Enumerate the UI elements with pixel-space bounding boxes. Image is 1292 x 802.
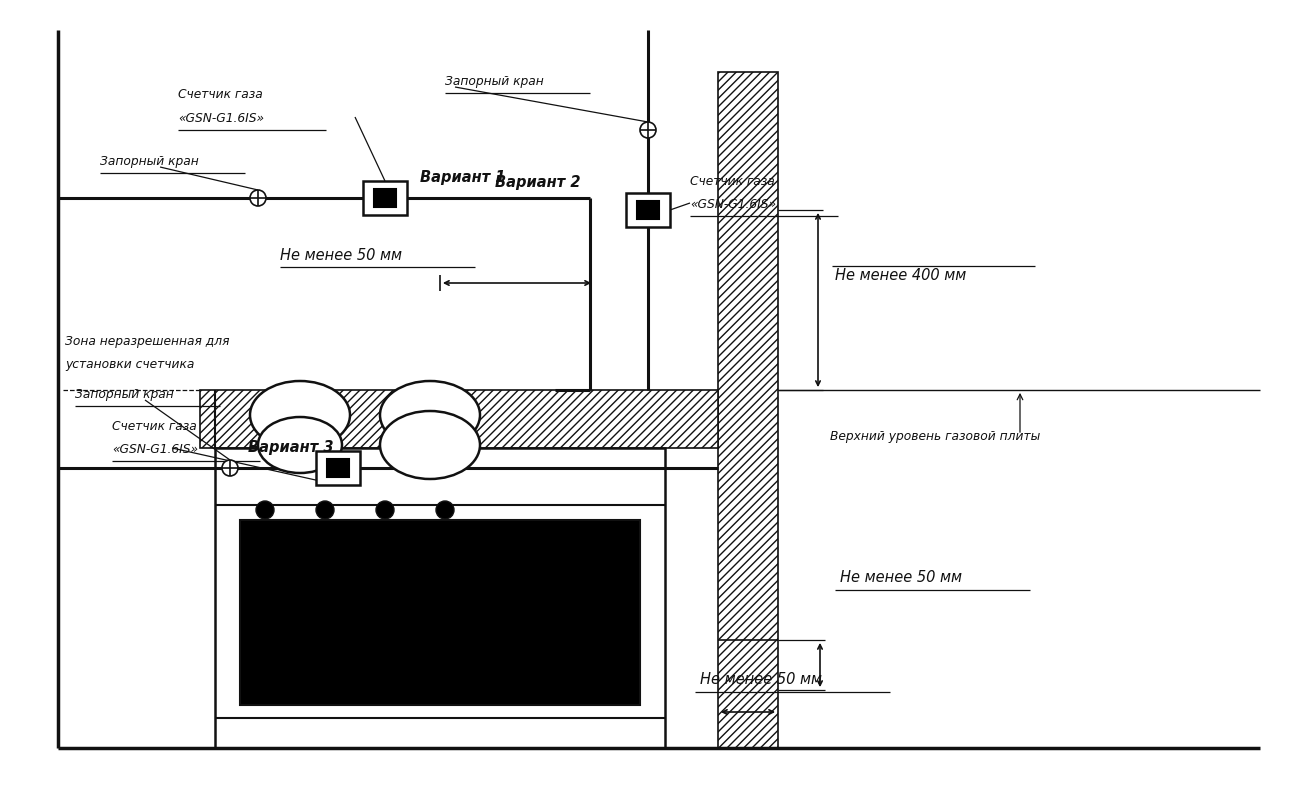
- Circle shape: [435, 501, 453, 519]
- Bar: [200, 390, 718, 448]
- Text: Вариант 1: Вариант 1: [420, 170, 505, 185]
- Circle shape: [376, 501, 394, 519]
- Bar: [240, 520, 640, 705]
- Ellipse shape: [258, 417, 342, 473]
- Text: Запорный кран: Запорный кран: [75, 388, 173, 401]
- Text: Не менее 400 мм: Не менее 400 мм: [835, 268, 966, 283]
- Circle shape: [256, 501, 274, 519]
- Text: Не менее 50 мм: Не менее 50 мм: [280, 248, 402, 263]
- Text: Вариант 3: Вариант 3: [248, 440, 333, 455]
- Text: Счетчик газа: Счетчик газа: [178, 88, 262, 101]
- Circle shape: [640, 122, 656, 138]
- Text: Запорный кран: Запорный кран: [99, 155, 199, 168]
- Bar: [718, 72, 778, 748]
- Bar: [363, 181, 407, 215]
- Bar: [327, 459, 349, 477]
- Bar: [373, 188, 397, 208]
- Bar: [637, 200, 659, 220]
- Circle shape: [222, 460, 238, 476]
- Text: «GSN-G1.6IS»: «GSN-G1.6IS»: [112, 443, 198, 456]
- Bar: [214, 448, 665, 748]
- Text: Верхний уровень газовой плиты: Верхний уровень газовой плиты: [829, 430, 1040, 443]
- Bar: [627, 193, 671, 227]
- Bar: [317, 451, 360, 485]
- Circle shape: [317, 501, 335, 519]
- Text: Не менее 50 мм: Не менее 50 мм: [840, 570, 963, 585]
- Text: Запорный кран: Запорный кран: [444, 75, 544, 88]
- Text: Счетчик газа: Счетчик газа: [112, 420, 196, 433]
- Text: Зона неразрешенная для: Зона неразрешенная для: [65, 335, 230, 348]
- Text: Счетчик газа: Счетчик газа: [690, 175, 775, 188]
- Ellipse shape: [380, 411, 481, 479]
- Text: «GSN-G1.6IS»: «GSN-G1.6IS»: [178, 112, 264, 125]
- Text: «GSN-G1.6IS»: «GSN-G1.6IS»: [690, 198, 776, 211]
- Text: Не менее 50 мм: Не менее 50 мм: [700, 672, 822, 687]
- Text: Вариант 2: Вариант 2: [495, 175, 580, 190]
- Circle shape: [249, 190, 266, 206]
- Ellipse shape: [249, 381, 350, 449]
- Text: установки счетчика: установки счетчика: [65, 358, 194, 371]
- Ellipse shape: [380, 381, 481, 449]
